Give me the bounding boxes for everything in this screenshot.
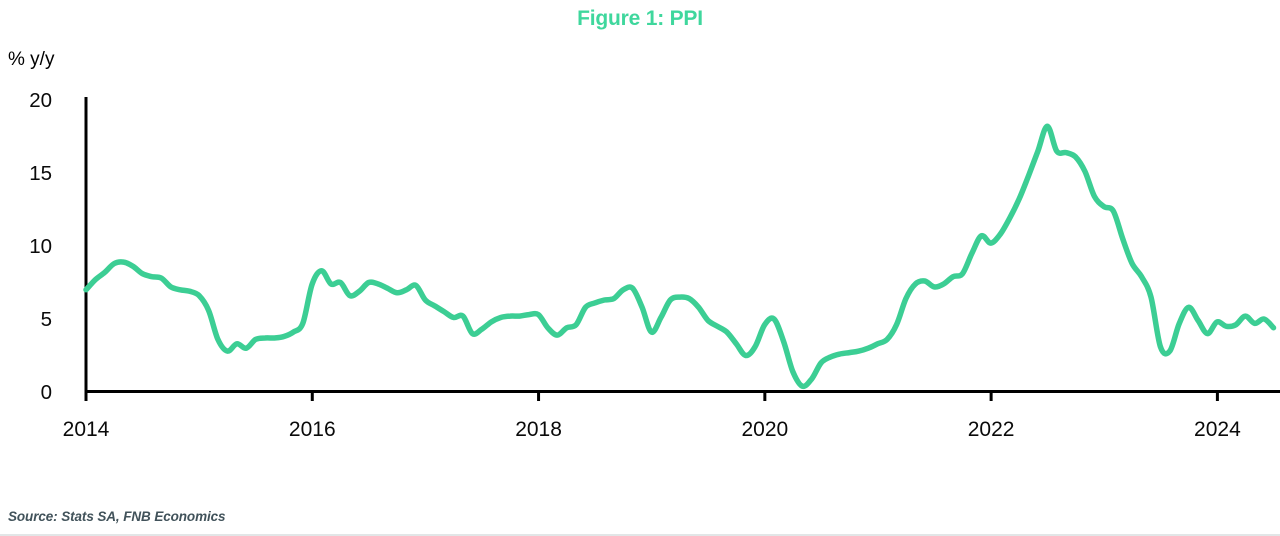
y-axis-tick-label: 0 [41, 381, 52, 404]
y-axis-tick-label: 10 [29, 235, 52, 258]
chart-canvas: 2014 2016 2018 2020 2022 2024 0 5 10 15 20 [29, 89, 1280, 441]
ppi-line-series [83, 123, 1277, 390]
x-axis-tick-label: 2022 [968, 418, 1015, 441]
source-note: Source: Stats SA, FNB Economics [8, 509, 226, 524]
x-axis-tick-label: 2020 [741, 418, 788, 441]
x-axis-tick-label: 2014 [63, 418, 110, 441]
y-axis-tick-label: 5 [41, 308, 52, 331]
x-axis-tick-label: 2024 [1194, 418, 1241, 441]
x-axis-tick-label: 2018 [515, 418, 562, 441]
y-axis-tick-label: 20 [29, 89, 52, 112]
y-axis-tick-label: 15 [29, 162, 52, 185]
y-axis-unit-label: % y/y [8, 49, 55, 70]
x-axis-tick-label: 2016 [289, 418, 336, 441]
chart-title: Figure 1: PPI [577, 7, 703, 30]
